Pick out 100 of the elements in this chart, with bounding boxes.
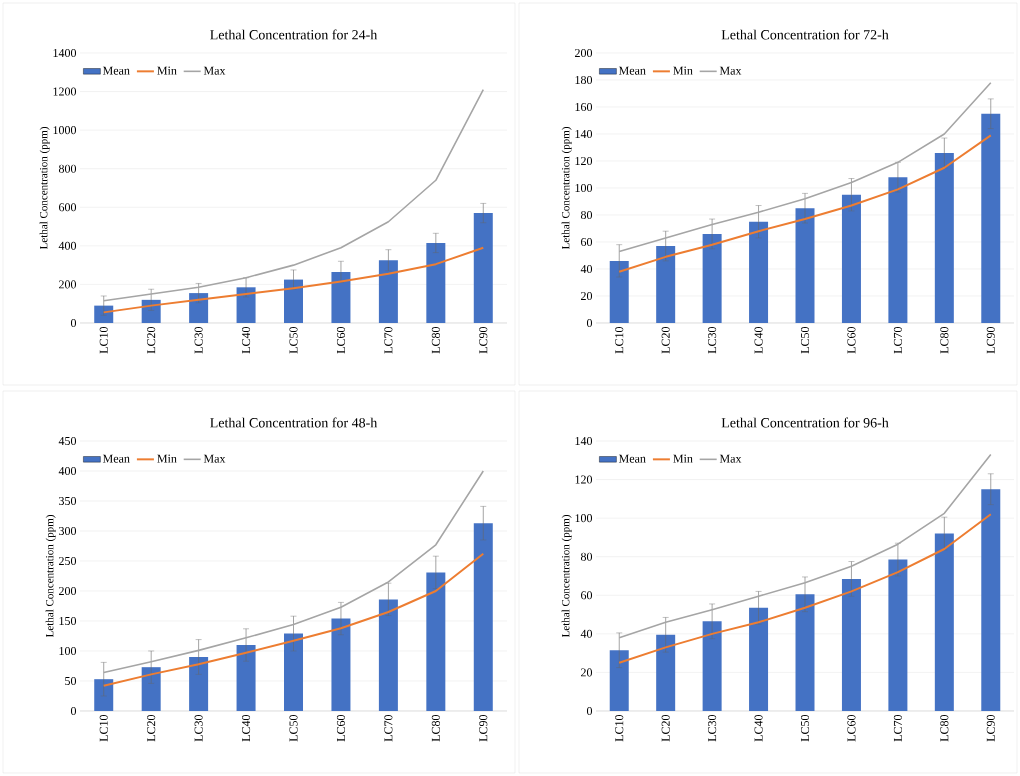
y-tick-label: 0 xyxy=(70,706,77,716)
x-tick-label: LC10 xyxy=(99,326,108,354)
y-tick-label: 0 xyxy=(70,318,77,328)
x-tick-label: LC60 xyxy=(336,326,346,354)
bar xyxy=(702,621,722,711)
y-tick-label: 180 xyxy=(575,75,593,85)
x-tick-label: LC30 xyxy=(708,326,717,354)
line-series xyxy=(618,513,992,664)
bar xyxy=(981,113,1001,323)
y-tick-label: 20 xyxy=(581,668,593,677)
x-tick-label: LC80 xyxy=(431,714,440,742)
bar xyxy=(656,246,676,323)
y-tick-label: 40 xyxy=(580,264,593,274)
bar xyxy=(609,260,629,323)
x-tick-label: LC80 xyxy=(431,326,440,354)
y-tick-label: 60 xyxy=(581,237,593,247)
bar xyxy=(473,523,493,711)
y-tick-label: 40 xyxy=(580,629,593,638)
x-tick-label: LC30 xyxy=(708,714,717,742)
chart-title: Lethal Concentration for 96-h xyxy=(721,417,889,428)
x-tick-label: LC90 xyxy=(479,326,488,354)
bar xyxy=(795,594,815,711)
y-tick-label: 1000 xyxy=(53,126,77,135)
x-tick-label: LC50 xyxy=(800,326,810,354)
y-tick-label: 0 xyxy=(586,706,593,716)
bar xyxy=(473,213,493,323)
y-tick-label: 350 xyxy=(59,496,77,506)
bar xyxy=(236,287,256,323)
bar xyxy=(888,177,908,323)
x-tick-label: LC10 xyxy=(615,714,624,742)
x-tick-label: LC90 xyxy=(479,714,488,742)
x-tick-label: LC40 xyxy=(754,714,763,742)
bar xyxy=(426,572,446,711)
legend-label: Mean xyxy=(102,454,130,463)
bar xyxy=(284,633,304,711)
x-tick-label: LC20 xyxy=(147,326,156,354)
y-tick-label: 80 xyxy=(580,210,593,220)
x-tick-label: LC90 xyxy=(986,714,995,742)
x-tick-label: LC20 xyxy=(147,714,156,742)
legend-label: Mean xyxy=(618,66,646,75)
legend-label: Max xyxy=(719,454,742,463)
x-tick-label: LC60 xyxy=(336,714,346,742)
x-tick-label: LC70 xyxy=(384,326,393,354)
y-tick-label: 400 xyxy=(58,241,77,250)
bar xyxy=(981,489,1001,711)
y-axis-title: Lethal Concentration (ppm) xyxy=(561,515,572,638)
x-tick-label: LC70 xyxy=(893,326,902,354)
x-tick-label: LC80 xyxy=(940,326,949,354)
bar xyxy=(189,293,209,323)
x-tick-label: LC40 xyxy=(242,714,251,742)
y-tick-label: 400 xyxy=(58,466,77,476)
line-series xyxy=(102,246,485,314)
chart-title: Lethal Concentration for 24-h xyxy=(210,29,378,40)
y-tick-label: 160 xyxy=(575,102,593,112)
bar xyxy=(609,650,629,711)
line-series xyxy=(618,453,992,639)
line-series xyxy=(102,88,485,302)
bar xyxy=(795,208,815,323)
x-tick-label: LC60 xyxy=(847,326,856,354)
bar xyxy=(749,221,769,323)
bar xyxy=(841,578,861,711)
y-tick-label: 200 xyxy=(59,586,77,596)
y-tick-label: 800 xyxy=(58,164,77,173)
y-axis-title: Lethal Concentration (ppm) xyxy=(39,127,50,250)
x-tick-label: LC90 xyxy=(986,326,995,354)
bar xyxy=(378,599,398,711)
bar xyxy=(426,242,446,323)
bar xyxy=(331,618,351,711)
y-tick-label: 120 xyxy=(575,475,593,484)
x-tick-label: LC80 xyxy=(940,714,949,742)
x-tick-label: LC30 xyxy=(194,326,203,354)
line-series xyxy=(618,81,992,253)
chart-title: Lethal Concentration for 72-h xyxy=(721,29,889,40)
x-tick-label: LC60 xyxy=(847,714,856,742)
bar xyxy=(841,194,861,323)
y-tick-label: 50 xyxy=(65,676,77,686)
legend-label: Max xyxy=(203,66,226,75)
x-tick-label: LC10 xyxy=(99,714,108,742)
x-tick-label: LC10 xyxy=(615,326,624,354)
x-tick-label: LC20 xyxy=(661,326,670,354)
bar xyxy=(141,667,161,711)
bar xyxy=(189,656,209,711)
bar xyxy=(284,279,304,323)
y-tick-label: 1400 xyxy=(53,48,77,58)
y-tick-label: 250 xyxy=(59,556,77,566)
x-tick-label: LC40 xyxy=(242,326,251,354)
y-tick-label: 200 xyxy=(575,48,593,58)
legend-label: Min xyxy=(157,66,177,75)
bar xyxy=(934,152,954,323)
legend-label: Min xyxy=(673,66,693,75)
bar xyxy=(888,559,908,711)
legend-label: Min xyxy=(157,454,177,463)
legend-label: Mean xyxy=(102,66,130,75)
x-tick-label: LC70 xyxy=(384,714,393,742)
chart-title: Lethal Concentration for 48-h xyxy=(210,417,378,428)
y-axis-title: Lethal Concentration (ppm) xyxy=(45,515,56,638)
y-tick-label: 100 xyxy=(575,183,593,193)
bar xyxy=(702,233,722,323)
y-tick-label: 140 xyxy=(575,129,593,139)
line-series xyxy=(618,134,992,273)
